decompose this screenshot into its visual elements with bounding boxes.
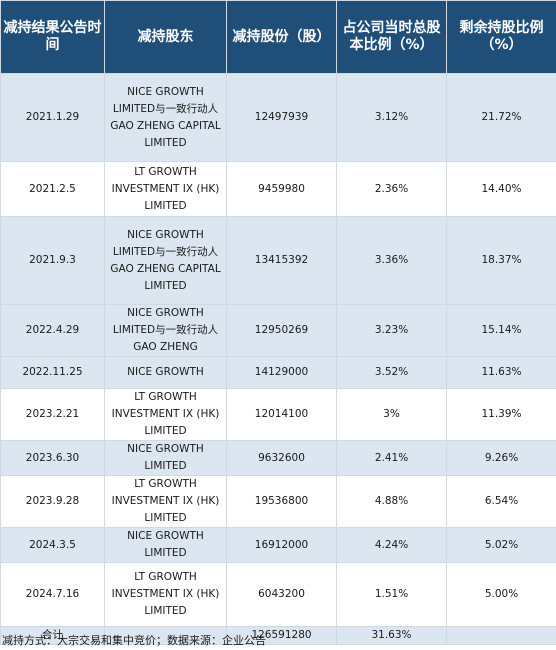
cell-date: 2021.1.29 [0, 73, 105, 162]
cell-ratio: 3% [336, 388, 447, 441]
cell-date: 2021.9.3 [0, 216, 105, 305]
table-row: 2022.11.25 NICE GROWTH 14129000 3.52% 11… [0, 356, 556, 389]
cell-remaining: 11.39% [446, 388, 556, 441]
cell-shares: 13415392 [226, 216, 337, 305]
total-label: 合计 [0, 626, 105, 645]
cell-holder: LT GROWTH INVESTMENT IX (HK) LIMITED [104, 161, 227, 217]
cell-holder: NICE GROWTH LIMITED [104, 527, 227, 563]
cell-remaining: 14.40% [446, 161, 556, 217]
total-ratio: 31.63% [336, 626, 447, 645]
cell-holder: LT GROWTH INVESTMENT IX (HK) LIMITED [104, 562, 227, 627]
table-row: 2021.9.3 NICE GROWTH LIMITED与一致行动人GAO ZH… [0, 216, 556, 305]
footnote: 减持方式：大宗交易和集中竞价；数据来源：企业公告 [2, 634, 266, 647]
cell-date: 2021.2.5 [0, 161, 105, 217]
cell-ratio: 3.36% [336, 216, 447, 305]
cell-remaining: 6.54% [446, 475, 556, 528]
header-shares: 减持股份（股） [226, 0, 337, 74]
table-row: 2024.3.5 NICE GROWTH LIMITED 16912000 4.… [0, 527, 556, 563]
cell-remaining: 5.00% [446, 562, 556, 627]
header-holder: 减持股东 [104, 0, 227, 74]
cell-shares: 12950269 [226, 304, 337, 357]
cell-date: 2022.4.29 [0, 304, 105, 357]
cell-remaining: 18.37% [446, 216, 556, 305]
total-remaining-empty [446, 626, 556, 645]
header-row: 减持结果公告时间 减持股东 减持股份（股） 占公司当时总股本比例（%） 剩余持股… [0, 0, 556, 74]
cell-ratio: 3.52% [336, 356, 447, 389]
header-remaining: 剩余持股比例（%） [446, 0, 556, 74]
cell-ratio: 1.51% [336, 562, 447, 627]
cell-remaining: 11.63% [446, 356, 556, 389]
cell-shares: 16912000 [226, 527, 337, 563]
table-row: 2022.4.29 NICE GROWTH LIMITED与一致行动人GAO Z… [0, 304, 556, 357]
cell-date: 2023.9.28 [0, 475, 105, 528]
cell-shares: 9459980 [226, 161, 337, 217]
cell-date: 2022.11.25 [0, 356, 105, 389]
table-row: 2023.6.30 NICE GROWTH LIMITED 9632600 2.… [0, 440, 556, 476]
table-row: 2021.1.29 NICE GROWTH LIMITED与一致行动人GAO Z… [0, 73, 556, 162]
table-row: 2024.7.16 LT GROWTH INVESTMENT IX (HK) L… [0, 562, 556, 627]
cell-ratio: 3.12% [336, 73, 447, 162]
cell-shares: 6043200 [226, 562, 337, 627]
cell-holder: NICE GROWTH [104, 356, 227, 389]
cell-date: 2024.7.16 [0, 562, 105, 627]
cell-ratio: 2.36% [336, 161, 447, 217]
cell-ratio: 4.24% [336, 527, 447, 563]
cell-date: 2023.2.21 [0, 388, 105, 441]
cell-ratio: 3.23% [336, 304, 447, 357]
total-row: 合计 126591280 31.63% [0, 626, 556, 645]
cell-shares: 9632600 [226, 440, 337, 476]
table-row: 2023.2.21 LT GROWTH INVESTMENT IX (HK) L… [0, 388, 556, 441]
cell-date: 2024.3.5 [0, 527, 105, 563]
table-row: 2023.9.28 LT GROWTH INVESTMENT IX (HK) L… [0, 475, 556, 528]
cell-remaining: 5.02% [446, 527, 556, 563]
cell-remaining: 9.26% [446, 440, 556, 476]
cell-date: 2023.6.30 [0, 440, 105, 476]
header-date: 减持结果公告时间 [0, 0, 105, 74]
header-ratio: 占公司当时总股本比例（%） [336, 0, 447, 74]
cell-holder: LT GROWTH INVESTMENT IX (HK) LIMITED [104, 475, 227, 528]
cell-holder: NICE GROWTH LIMITED与一致行动人GAO ZHENG CAPIT… [104, 73, 227, 162]
cell-shares: 19536800 [226, 475, 337, 528]
cell-shares: 14129000 [226, 356, 337, 389]
cell-holder: NICE GROWTH LIMITED与一致行动人GAO ZHENG [104, 304, 227, 357]
cell-ratio: 4.88% [336, 475, 447, 528]
cell-holder: LT GROWTH INVESTMENT IX (HK) LIMITED [104, 388, 227, 441]
total-holder-empty [104, 626, 227, 645]
total-shares: 126591280 [226, 626, 337, 645]
cell-ratio: 2.41% [336, 440, 447, 476]
cell-shares: 12497939 [226, 73, 337, 162]
cell-remaining: 15.14% [446, 304, 556, 357]
cell-holder: NICE GROWTH LIMITED [104, 440, 227, 476]
cell-holder: NICE GROWTH LIMITED与一致行动人GAO ZHENG CAPIT… [104, 216, 227, 305]
table-row: 2021.2.5 LT GROWTH INVESTMENT IX (HK) LI… [0, 161, 556, 217]
cell-shares: 12014100 [226, 388, 337, 441]
cell-remaining: 21.72% [446, 73, 556, 162]
